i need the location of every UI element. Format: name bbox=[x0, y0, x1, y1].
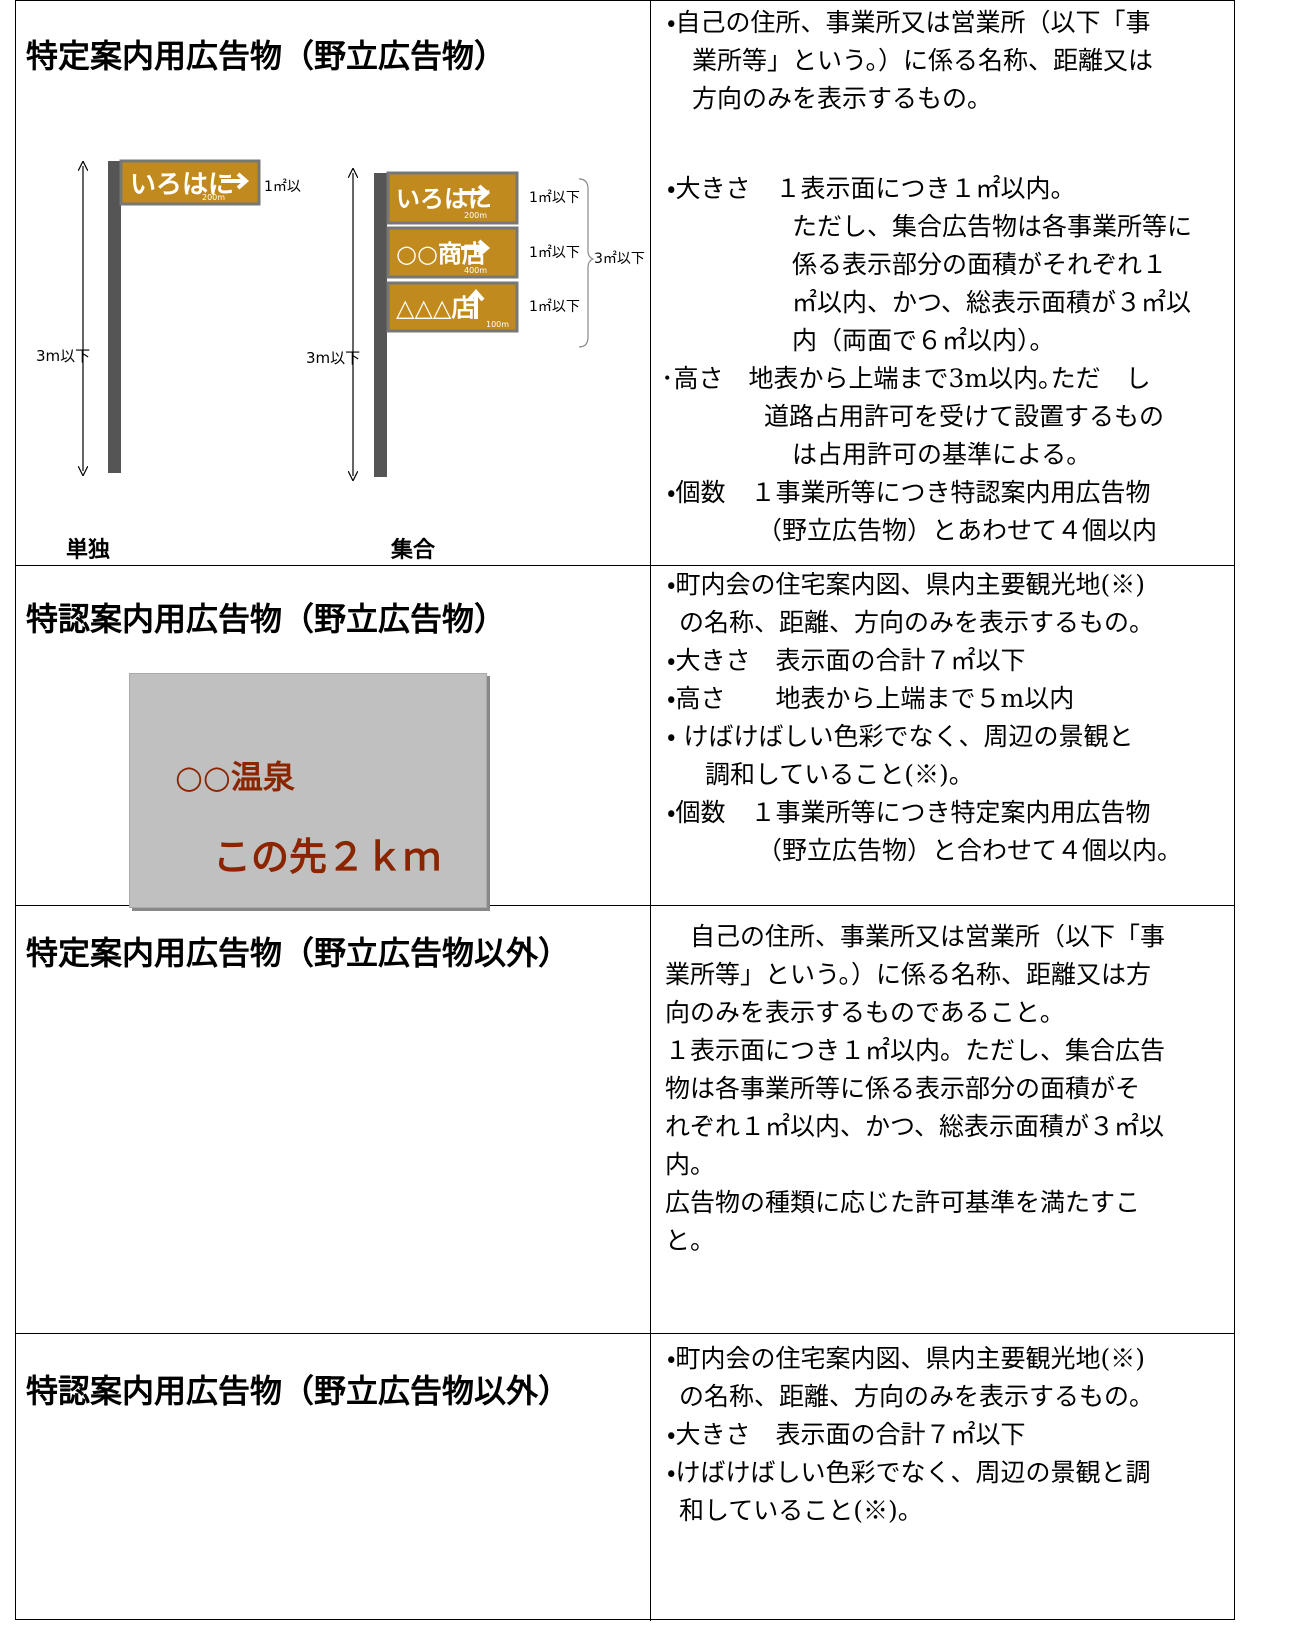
text-line: １表示面につき１㎡以内。ただし、集合広告 bbox=[665, 1036, 1166, 1065]
text-line: ただし、集合広告物は各事業所等に bbox=[792, 212, 1193, 241]
sign-panel: ○○温泉 この先２ｋｍ bbox=[129, 673, 487, 908]
sign-text: ○○温泉 bbox=[175, 758, 295, 796]
sign-distance: 400m bbox=[464, 266, 487, 275]
text-line: 業所等」という。）に係る名称、距離又は方 bbox=[665, 960, 1152, 989]
text-line: 広告物の種類に応じた許可基準を満たすこ bbox=[665, 1188, 1141, 1217]
text-line: ･高さ 地表から上端まで3m以内｡ただ し bbox=[661, 364, 1151, 393]
text-line: ・個数 １事業所等につき特認案内用広告物 bbox=[667, 478, 1151, 507]
total-label: 3㎡以下 bbox=[594, 251, 645, 267]
text-line: ・大きさ １表示面につき１㎡以内。 bbox=[667, 174, 1076, 203]
sign-board bbox=[386, 281, 519, 333]
text-line: ・自己の住所、事業所又は営業所（以下「事 bbox=[667, 8, 1151, 37]
text-line: 和していること(※)。 bbox=[679, 1496, 923, 1525]
text-line: の名称、距離、方向のみを表示するもの。 bbox=[679, 1382, 1155, 1411]
text-line: ・けばけばしい色彩でなく、周辺の景観と調 bbox=[667, 1458, 1151, 1487]
sign-text: いろはに bbox=[130, 170, 234, 200]
sign-board bbox=[386, 226, 519, 279]
table-row: 特定案内用広告物（野立広告物） 3m以下 いろはに 200m 1㎡以 単独 3m… bbox=[16, 1, 1234, 566]
sign-illustration: 3m以下 いろはに 200m 1㎡以 単独 3m以下 いろはに 200m 1㎡以… bbox=[36, 159, 645, 563]
row-title: 特定案内用広告物（野立広告物以外） bbox=[26, 934, 571, 972]
text-line: ・個数 １事業所等につき特定案内用広告物 bbox=[667, 798, 1151, 827]
left-cell: 特定案内用広告物（野立広告物以外） bbox=[16, 906, 651, 1333]
text-line: 内。 bbox=[665, 1150, 716, 1179]
text-line: 調和していること(※)。 bbox=[705, 760, 974, 789]
row-title: 特定案内用広告物（野立広告物） bbox=[26, 37, 507, 75]
left-cell: 特認案内用広告物（野立広告物以外） bbox=[16, 1334, 651, 1621]
text-line: ・町内会の住宅案内図、県内主要観光地(※) bbox=[667, 1344, 1146, 1373]
text-line: 方向のみを表示するもの。 bbox=[692, 84, 993, 113]
caption: 集合 bbox=[390, 537, 436, 563]
text-line: ・大きさ 表示面の合計７㎡以下 bbox=[667, 1420, 1026, 1449]
text-line: 道路占用許可を受けて設置するもの bbox=[764, 402, 1165, 431]
arrow-icon bbox=[221, 172, 250, 190]
sign-text: この先２ｋｍ bbox=[213, 835, 442, 879]
text-line: 物は各事業所等に係る表示部分の面積がそ bbox=[665, 1074, 1141, 1103]
row-title: 特認案内用広告物（野立広告物以外） bbox=[26, 1372, 571, 1410]
text-line: （野立広告物）とあわせて４個以内 bbox=[757, 516, 1158, 545]
right-cell: ・町内会の住宅案内図、県内主要観光地(※) の名称、距離、方向のみを表示するもの… bbox=[651, 1334, 1234, 1621]
area-label: 1㎡以下 bbox=[529, 245, 580, 261]
table: 特定案内用広告物（野立広告物） 3m以下 いろはに 200m 1㎡以 単独 3m… bbox=[15, 0, 1235, 1621]
left-cell: 特認案内用広告物（野立広告物） ○○温泉 この先２ｋｍ bbox=[16, 566, 651, 908]
sign-distance: 200m bbox=[464, 211, 487, 220]
right-cell: ・自己の住所、事業所又は営業所（以下「事 業所等」という。）に係る名称、距離又は… bbox=[651, 1, 1234, 565]
sign-text: △△△店 bbox=[396, 294, 475, 322]
sign-distance: 100m bbox=[486, 320, 509, 329]
area-label: 1㎡以下 bbox=[529, 299, 580, 315]
caption: 単独 bbox=[66, 537, 110, 563]
text-line: ・大きさ 表示面の合計７㎡以下 bbox=[667, 646, 1026, 675]
text-line: れぞれ１㎡以内、かつ、総表示面積が３㎡以 bbox=[665, 1112, 1165, 1141]
text-line: の名称、距離、方向のみを表示するもの。 bbox=[679, 608, 1155, 637]
text-line: ・ けばけばしい色彩でなく、周辺の景観と bbox=[667, 722, 1134, 751]
text-line: ㎡以内、かつ、総表示面積が３㎡以 bbox=[792, 288, 1192, 317]
text-line: は占用許可の基準による。 bbox=[792, 440, 1092, 469]
area-label: 1㎡以下 bbox=[529, 190, 580, 206]
table-row: 特定案内用広告物（野立広告物以外） 自己の住所、事業所又は営業所（以下「事 業所… bbox=[16, 906, 1234, 1334]
sign-text: ○○商店 bbox=[396, 240, 486, 268]
text-line: 業所等」という。）に係る名称、距離又は bbox=[692, 46, 1154, 75]
text-line: ・町内会の住宅案内図、県内主要観光地(※) bbox=[667, 570, 1146, 599]
text-line: と。 bbox=[665, 1226, 716, 1255]
right-cell: 自己の住所、事業所又は営業所（以下「事 業所等」という。）に係る名称、距離又は方… bbox=[651, 906, 1234, 1333]
pole bbox=[374, 173, 387, 477]
row-title: 特認案内用広告物（野立広告物） bbox=[26, 600, 507, 638]
brace bbox=[578, 178, 595, 348]
text-line: 自己の住所、事業所又は営業所（以下「事 bbox=[665, 922, 1166, 951]
right-cell: ・町内会の住宅案内図、県内主要観光地(※) の名称、距離、方向のみを表示するもの… bbox=[651, 566, 1234, 905]
text-line: 向のみを表示するものであること。 bbox=[665, 998, 1065, 1027]
pole bbox=[108, 161, 121, 473]
table-row: 特認案内用広告物（野立広告物以外） ・町内会の住宅案内図、県内主要観光地(※) … bbox=[16, 1334, 1234, 1621]
text-line: （野立広告物）と合わせて４個以内。 bbox=[757, 836, 1183, 865]
area-label: 1㎡以 bbox=[264, 179, 301, 195]
table-row: 特認案内用広告物（野立広告物） ○○温泉 この先２ｋｍ ・町内会の住宅案内図、県… bbox=[16, 566, 1234, 908]
height-label: 3m以下 bbox=[306, 349, 360, 367]
text-line: 内（両面で６㎡以内）。 bbox=[792, 326, 1055, 355]
text-line: 係る表示部分の面積がそれぞれ１ bbox=[792, 250, 1168, 279]
height-label: 3m以下 bbox=[36, 347, 90, 365]
left-cell: 特定案内用広告物（野立広告物） 3m以下 いろはに 200m 1㎡以 単独 3m… bbox=[16, 1, 651, 565]
sign-text: いろはに bbox=[396, 185, 492, 213]
sign-board bbox=[386, 171, 519, 225]
text-line: ・高さ 地表から上端まで５m以内 bbox=[667, 684, 1075, 713]
sign-distance: 200m bbox=[202, 193, 225, 202]
